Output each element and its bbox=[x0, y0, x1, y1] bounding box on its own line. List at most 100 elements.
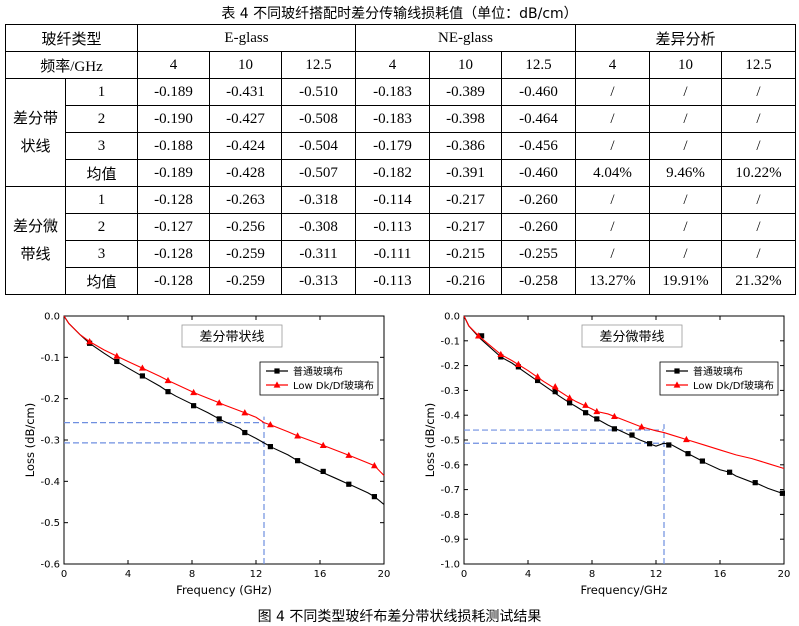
table-cell: -0.182 bbox=[355, 159, 431, 187]
y-axis-label: Loss (dB/cm) bbox=[423, 403, 437, 477]
x-tick-label: 16 bbox=[314, 569, 327, 580]
data-point bbox=[593, 407, 601, 415]
microstrip-loss-chart: 0 4 8 12 16 20 0.0 -0.1 -0.2 -0.3 -0.4 -0.5 -0.6 -0.7… bbox=[400, 308, 799, 608]
data-point bbox=[345, 451, 353, 458]
data-point bbox=[566, 394, 573, 401]
chart-title: 差分带状线 bbox=[199, 330, 264, 345]
table-cell: -0.217 bbox=[429, 186, 503, 214]
table-cell: / bbox=[649, 78, 723, 106]
data-point bbox=[113, 352, 121, 359]
data-point bbox=[242, 429, 248, 436]
table-cell: -0.460 bbox=[501, 159, 577, 187]
legend-marker bbox=[274, 368, 280, 374]
sample-label: 3 bbox=[64, 132, 139, 160]
legend-border bbox=[259, 361, 379, 396]
header-group-difference: 差异分析 bbox=[575, 24, 797, 52]
table-cell: -0.398 bbox=[429, 105, 503, 133]
data-point bbox=[594, 416, 600, 422]
table-cell: -0.183 bbox=[355, 105, 431, 133]
table-cell: -0.114 bbox=[355, 186, 431, 214]
data-point bbox=[190, 388, 197, 396]
x-tick-label: 8 bbox=[189, 569, 195, 580]
header-frequency-cell: 10 bbox=[429, 51, 503, 79]
table-cell: -0.216 bbox=[429, 267, 503, 295]
table-cell: -0.386 bbox=[429, 132, 503, 160]
table-cell: / bbox=[721, 78, 797, 106]
y-axis-label: Loss (dB/cm) bbox=[23, 403, 37, 477]
data-point bbox=[647, 441, 653, 447]
table-cell: / bbox=[721, 186, 797, 214]
table-cell: -0.507 bbox=[281, 159, 357, 187]
data-point bbox=[319, 441, 327, 448]
legend-border bbox=[659, 361, 779, 396]
data-point bbox=[582, 401, 589, 408]
table-cell: -0.389 bbox=[429, 78, 503, 106]
table-cell: -0.128 bbox=[137, 267, 211, 295]
table-cell: / bbox=[575, 132, 651, 160]
data-point bbox=[86, 338, 93, 345]
table-cell: -0.256 bbox=[209, 213, 283, 241]
legend-label: Low Dk/Df玻璃布 bbox=[293, 379, 374, 392]
table-cell: -0.260 bbox=[501, 213, 577, 241]
data-point bbox=[515, 360, 522, 367]
table-cell: -0.427 bbox=[209, 105, 283, 133]
legend-label: Low Dk/Df玻璃布 bbox=[693, 379, 774, 392]
x-tick-label: 12 bbox=[250, 569, 263, 580]
x-tick-label: 8 bbox=[589, 569, 595, 580]
header-frequency-cell: 10 bbox=[209, 51, 283, 79]
table-cell: / bbox=[575, 213, 651, 241]
table-cell: -0.460 bbox=[501, 78, 577, 106]
header-frequency-cell: 12.5 bbox=[281, 51, 357, 79]
table-cell: / bbox=[649, 105, 723, 133]
series-line bbox=[463, 315, 785, 495]
y-tick-label: 0.0 bbox=[44, 312, 60, 323]
chart-title-border bbox=[181, 324, 283, 348]
header-frequency-cell: 10 bbox=[649, 51, 723, 79]
data-point bbox=[320, 468, 326, 475]
table-cell: -0.183 bbox=[355, 78, 431, 106]
header-frequency-cell: 12.5 bbox=[501, 51, 577, 79]
table-cell: / bbox=[649, 186, 723, 214]
header-frequency-cell: 4 bbox=[575, 51, 651, 79]
data-point bbox=[752, 480, 758, 486]
legend-marker bbox=[673, 381, 681, 388]
table-cell: -0.215 bbox=[429, 240, 503, 268]
block-label: 差分微带线 bbox=[5, 186, 66, 295]
header-group-e-glass: E-glass bbox=[137, 24, 357, 52]
table-cell: -0.464 bbox=[501, 105, 577, 133]
table-cell: -0.189 bbox=[137, 78, 211, 106]
data-point bbox=[191, 403, 197, 409]
x-axis-label: Frequency/GHz bbox=[581, 583, 668, 597]
table-cell: / bbox=[649, 240, 723, 268]
table-cell: -0.255 bbox=[501, 240, 577, 268]
table-row: 3 -0.128 -0.259 -0.311 -0.111 -0.215 -0.255// / bbox=[6, 240, 797, 268]
y-tick-label: 0.0 bbox=[444, 312, 460, 323]
data-point bbox=[727, 469, 733, 475]
y-tick-label: -0.9 bbox=[440, 535, 460, 546]
y-tick-label: -0.4 bbox=[40, 477, 60, 488]
header-group-ne-glass: NE-glass bbox=[355, 24, 577, 52]
sample-label: 1 bbox=[64, 186, 139, 214]
plot-frame bbox=[463, 315, 785, 565]
block-label: 差分带状线 bbox=[5, 78, 66, 187]
y-tick-label: -0.7 bbox=[440, 485, 460, 496]
table-cell: -0.190 bbox=[137, 105, 211, 133]
data-point bbox=[535, 377, 541, 384]
table-cell: 10.22% bbox=[721, 159, 797, 187]
data-point bbox=[475, 332, 482, 339]
table-cell: -0.311 bbox=[281, 240, 357, 268]
data-point bbox=[267, 421, 274, 428]
header-row-glass-type: 玻纤类型 E-glass NE-glass 差异分析 bbox=[4, 24, 797, 52]
figure-caption: 图 4 不同类型玻纤布差分带状线损耗测试结果 bbox=[257, 609, 542, 625]
table-cell: -0.260 bbox=[501, 186, 577, 214]
table-row: 均值 -0.128 -0.259 -0.313 -0.113 -0.216 -0.258 13… bbox=[6, 267, 797, 295]
stripline-loss-chart: 0 4 8 12 16 20 0.0 -0.1 -0.2 -0.3 -0.4 -0.5 -0.6 Freq… bbox=[0, 308, 399, 608]
header-frequency-cell: 4 bbox=[355, 51, 431, 79]
y-tick-label: -0.3 bbox=[440, 386, 460, 397]
x-tick-label: 12 bbox=[650, 569, 663, 580]
data-point bbox=[114, 358, 120, 365]
table-cell: -0.179 bbox=[355, 132, 431, 160]
data-point bbox=[346, 481, 352, 487]
table-row: 差分微带线 1 -0.128 -0.263 -0.318 -0.114 -0.217 -0.2… bbox=[5, 186, 797, 295]
